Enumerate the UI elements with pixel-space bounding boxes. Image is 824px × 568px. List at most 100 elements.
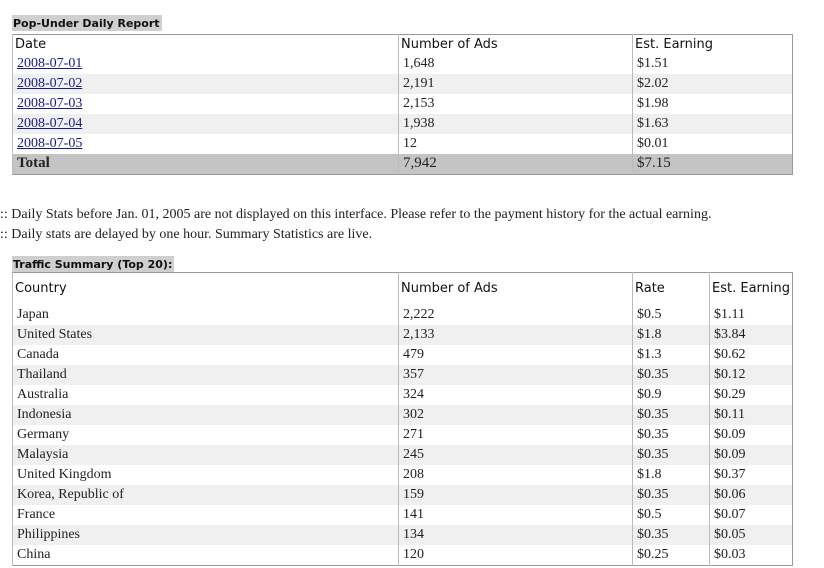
cell: $3.84 [709, 324, 793, 345]
data-row: United States 2,133 $1.8 $3.84 [12, 324, 793, 345]
section-title: Pop-Under Daily Report [12, 15, 162, 31]
cell: 357 [398, 364, 633, 385]
cell: 2008-07-04 [12, 113, 399, 134]
cell: $1.63 [632, 113, 793, 134]
cell: 2008-07-03 [12, 93, 399, 114]
cell: $0.62 [709, 344, 793, 365]
cell: United Kingdom [12, 464, 399, 485]
data-row: Indonesia 302 $0.35 $0.11 [12, 404, 793, 425]
cell: 245 [398, 444, 633, 465]
cell: 2008-07-02 [12, 73, 399, 94]
cell: $0.35 [632, 444, 710, 465]
cell: $0.05 [709, 524, 793, 545]
cell: $0.9 [632, 384, 710, 405]
cell: $2.02 [632, 73, 793, 94]
cell: $1.98 [632, 93, 793, 114]
cell: $0.35 [632, 424, 710, 445]
total-cell: Total [12, 153, 399, 174]
data-row: 2008-07-02 2,191 $2.02 [12, 73, 793, 94]
cell: $1.8 [632, 464, 710, 485]
column-header: Number of Ads [398, 34, 633, 54]
date-link[interactable]: 2008-07-02 [17, 75, 83, 91]
header-row: Country Number of Ads Rate Est. Earning [12, 272, 793, 305]
cell: France [12, 504, 399, 525]
total-cell: $7.15 [632, 153, 793, 174]
cell: 2,222 [398, 304, 633, 325]
cell: 2,133 [398, 324, 633, 345]
cell: 159 [398, 484, 633, 505]
cell: $0.11 [709, 404, 793, 425]
date-link[interactable]: 2008-07-01 [17, 55, 83, 71]
cell: Canada [12, 344, 399, 365]
data-row: France 141 $0.5 $0.07 [12, 504, 793, 525]
data-row: Japan 2,222 $0.5 $1.11 [12, 304, 793, 325]
data-row: 2008-07-01 1,648 $1.51 [12, 53, 793, 74]
cell: $0.5 [632, 304, 710, 325]
data-row: Philippines 134 $0.35 $0.05 [12, 524, 793, 545]
data-row: 2008-07-03 2,153 $1.98 [12, 93, 793, 114]
cell: 1,648 [398, 53, 633, 74]
cell: 208 [398, 464, 633, 485]
data-row: Malaysia 245 $0.35 $0.09 [12, 444, 793, 465]
cell: $0.25 [632, 544, 710, 565]
column-header: Country [12, 272, 399, 305]
cell: $0.09 [709, 424, 793, 445]
section-title: Traffic Summary (Top 20): [12, 256, 175, 272]
cell: $0.35 [632, 364, 710, 385]
cell: 1,938 [398, 113, 633, 134]
cell: Germany [12, 424, 399, 445]
cell: $1.3 [632, 344, 710, 365]
data-row: Australia 324 $0.9 $0.29 [12, 384, 793, 405]
cell: United States [12, 324, 399, 345]
column-header: Number of Ads [398, 272, 633, 305]
cell: 12 [398, 133, 633, 154]
data-row: 2008-07-04 1,938 $1.63 [12, 113, 793, 134]
cell: $1.51 [632, 53, 793, 74]
cell: Korea, Republic of [12, 484, 399, 505]
cell: $0.09 [709, 444, 793, 465]
cell: 2008-07-01 [12, 53, 399, 74]
cell: 302 [398, 404, 633, 425]
cell: $0.29 [709, 384, 793, 405]
data-row: Germany 271 $0.35 $0.09 [12, 424, 793, 445]
cell: Philippines [12, 524, 399, 545]
cell: 2,191 [398, 73, 633, 94]
cell: $1.11 [709, 304, 793, 325]
cell: 271 [398, 424, 633, 445]
cell: $0.35 [632, 404, 710, 425]
header-row: Date Number of Ads Est. Earning [12, 34, 793, 54]
date-link[interactable]: 2008-07-03 [17, 95, 83, 111]
cell: Indonesia [12, 404, 399, 425]
cell: 479 [398, 344, 633, 365]
cell: Australia [12, 384, 399, 405]
column-header: Date [12, 34, 399, 54]
data-row: China 120 $0.25 $0.03 [12, 544, 793, 565]
cell: 141 [398, 504, 633, 525]
cell: 134 [398, 524, 633, 545]
cell: 324 [398, 384, 633, 405]
data-row: Canada 479 $1.3 $0.62 [12, 344, 793, 365]
cell: Thailand [12, 364, 399, 385]
traffic-table: Country Number of Ads Rate Est. Earning Japa… [12, 272, 793, 566]
cell: Japan [12, 304, 399, 325]
note: :: Daily Stats before Jan. 01, 2005 are … [0, 207, 712, 222]
cell: $0.35 [632, 524, 710, 545]
total-row: Total 7,942 $7.15 [12, 153, 793, 174]
data-row: 2008-07-05 12 $0.01 [12, 133, 793, 154]
column-header: Rate [632, 272, 710, 305]
cell: $0.37 [709, 464, 793, 485]
date-link[interactable]: 2008-07-05 [17, 135, 83, 151]
total-cell: 7,942 [398, 153, 633, 174]
cell: $0.35 [632, 484, 710, 505]
date-link[interactable]: 2008-07-04 [17, 115, 83, 131]
daily-report-table: Date Number of Ads Est. Earning 2008-07-01 1… [12, 34, 793, 175]
cell: Malaysia [12, 444, 399, 465]
cell: $1.8 [632, 324, 710, 345]
cell: $0.07 [709, 504, 793, 525]
cell: $0.5 [632, 504, 710, 525]
cell: $0.03 [709, 544, 793, 565]
note: :: Daily stats are delayed by one hour. … [0, 227, 373, 242]
cell: $0.06 [709, 484, 793, 505]
data-row: United Kingdom 208 $1.8 $0.37 [12, 464, 793, 485]
